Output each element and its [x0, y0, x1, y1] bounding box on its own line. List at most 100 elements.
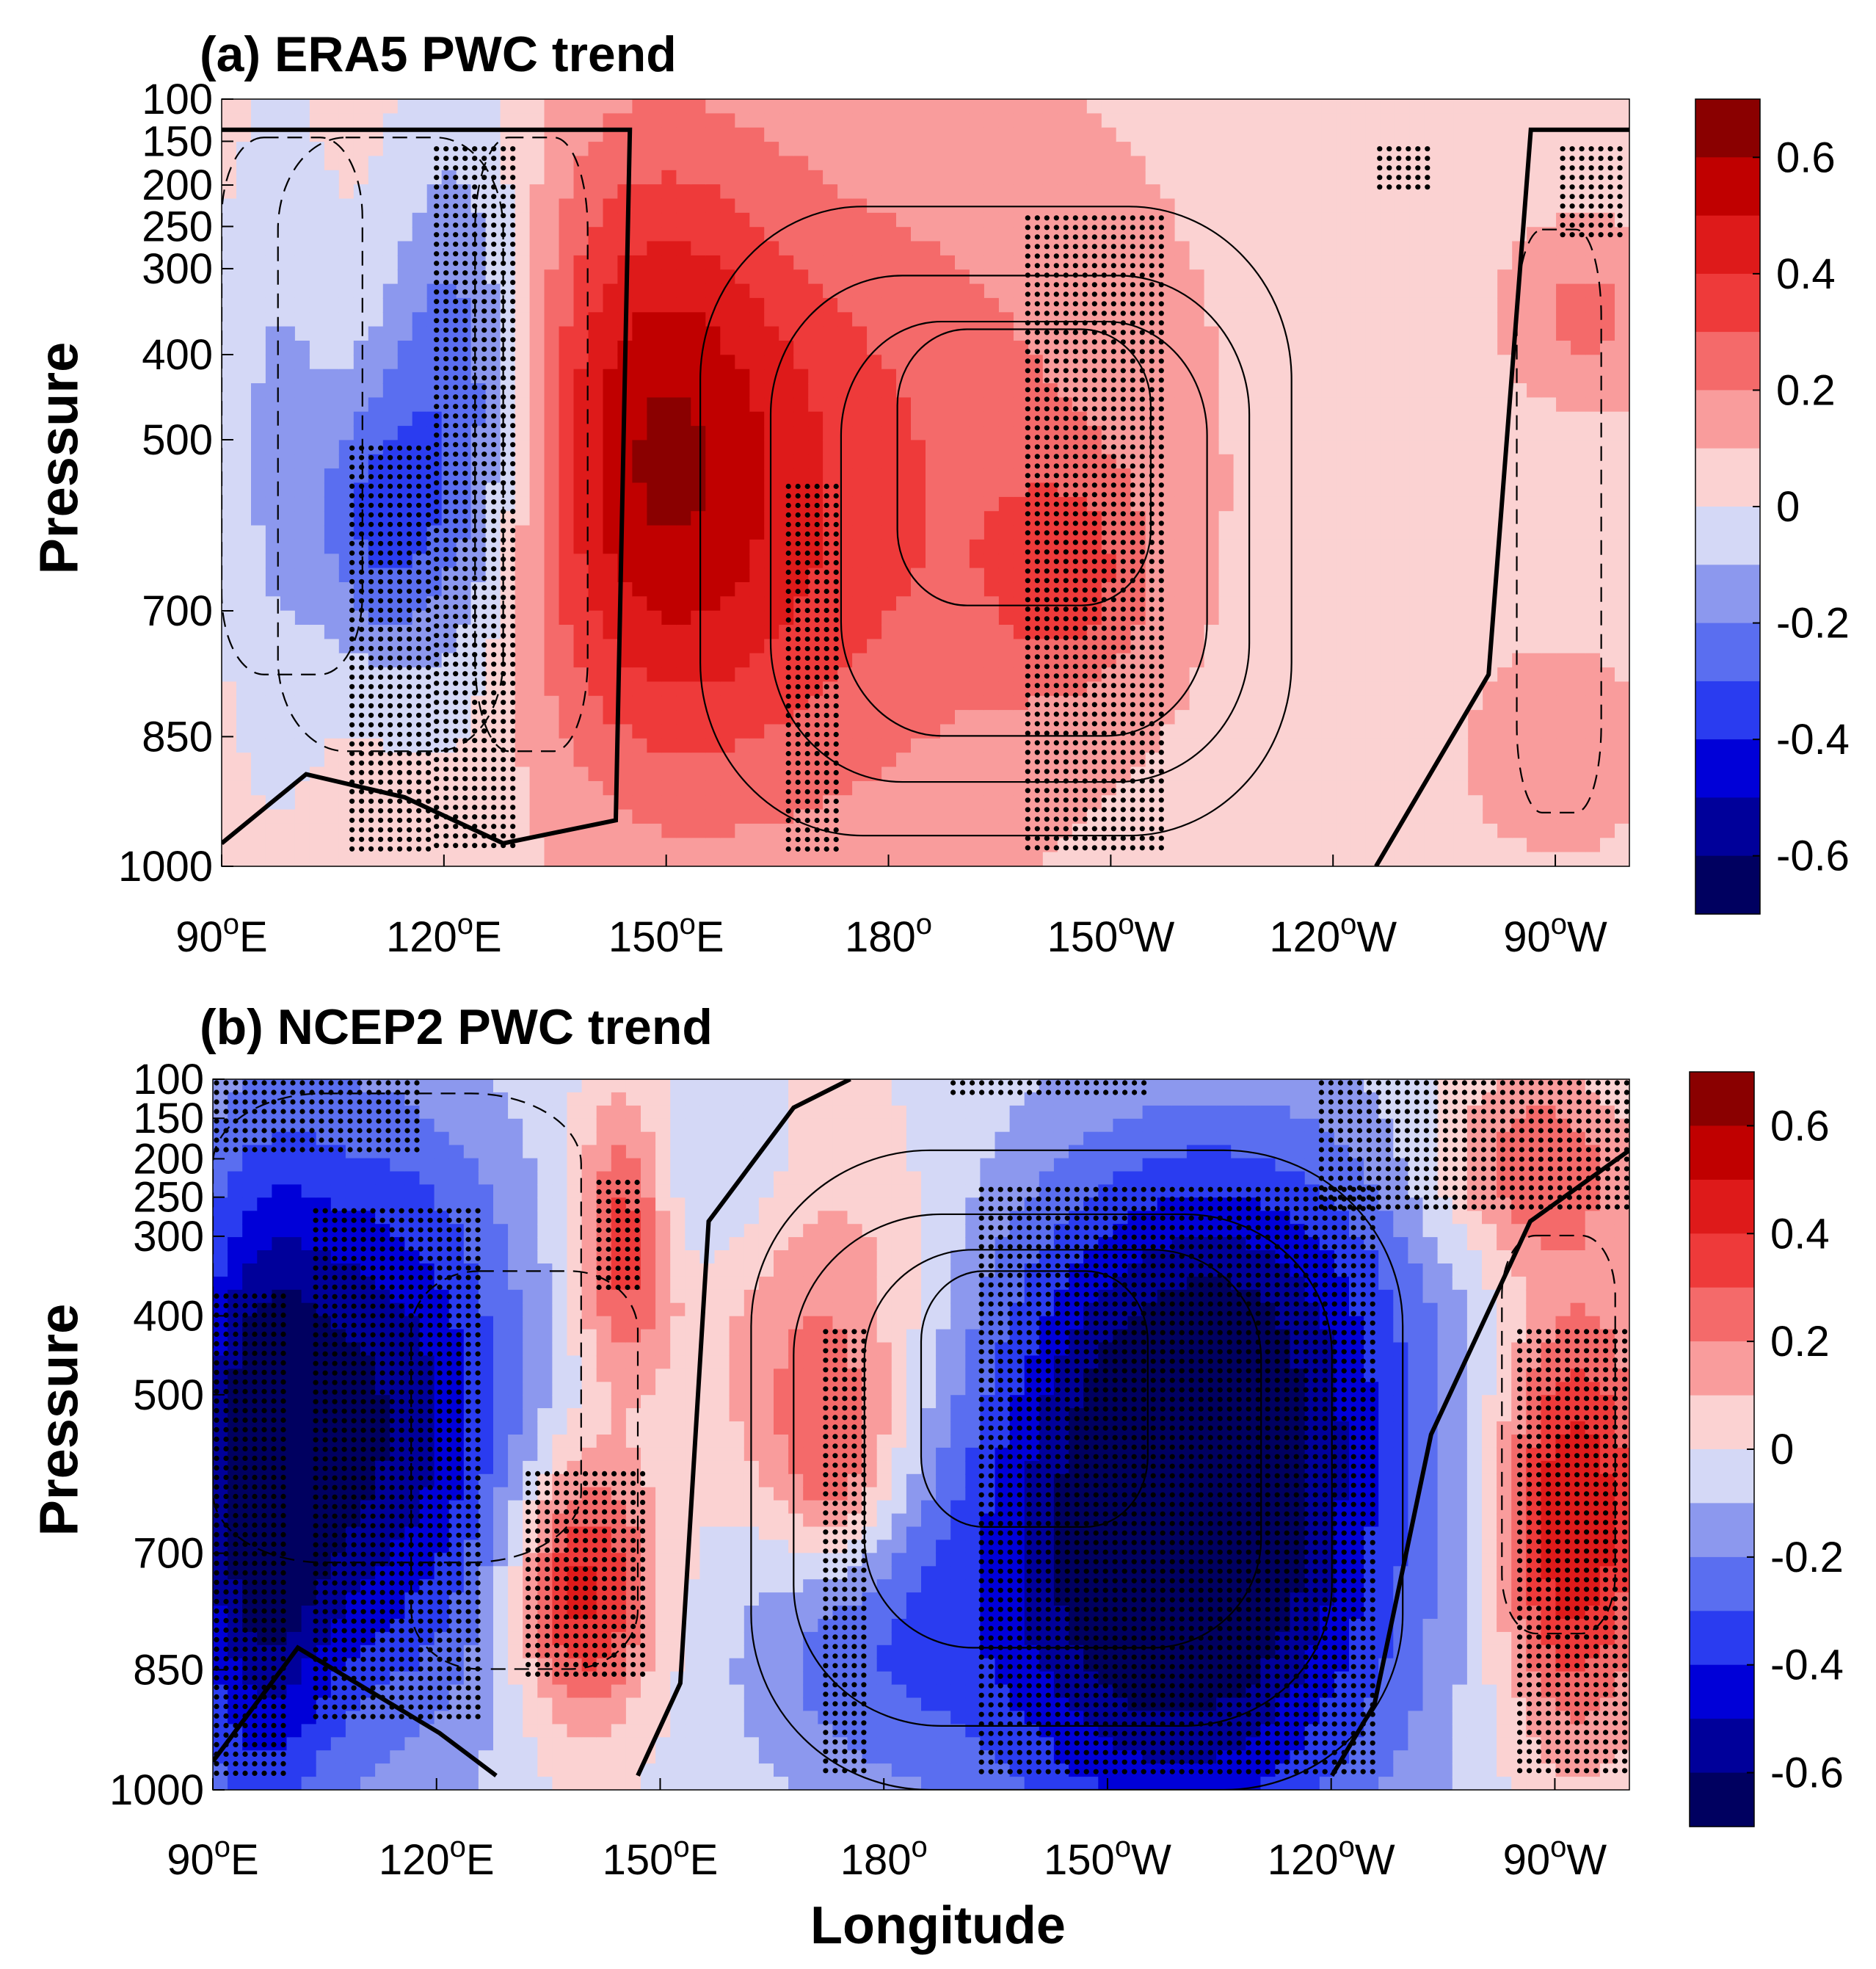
heatmap-cell	[1336, 355, 1352, 370]
heatmap-cell	[632, 127, 648, 142]
heatmap-cell	[896, 482, 912, 498]
heatmap-cell	[1468, 653, 1483, 668]
heatmap-cell	[1453, 113, 1469, 128]
heatmap-cell	[294, 554, 310, 569]
heatmap-cell	[779, 99, 794, 115]
heatmap-cell	[529, 113, 545, 128]
heatmap-cell	[1380, 554, 1396, 569]
heatmap-cell	[1248, 610, 1264, 625]
heatmap-cell	[441, 113, 457, 128]
heatmap-cell	[632, 596, 648, 612]
heatmap-cell	[280, 625, 296, 640]
heatmap-cell	[1336, 610, 1352, 625]
heatmap-cell	[661, 241, 677, 256]
heatmap-cell	[808, 269, 824, 285]
heatmap-cell	[1248, 312, 1264, 327]
heatmap-cell	[896, 596, 912, 612]
heatmap-cell	[515, 454, 531, 469]
heatmap-cell	[955, 468, 970, 484]
heatmap-cell	[764, 397, 779, 413]
heatmap-cell	[808, 142, 824, 157]
heatmap-cell	[1483, 241, 1498, 256]
heatmap-cell	[251, 269, 266, 285]
heatmap-cell	[1028, 142, 1044, 157]
heatmap-cell	[808, 255, 824, 271]
heatmap-cell	[1218, 113, 1235, 128]
heatmap-cell	[1409, 653, 1425, 668]
heatmap-cell	[397, 297, 413, 313]
heatmap-cell	[500, 809, 516, 824]
heatmap-cell	[1556, 99, 1571, 115]
heatmap-cell	[603, 753, 619, 768]
heatmap-cell	[441, 170, 457, 185]
heatmap-cell	[1424, 227, 1440, 242]
heatmap-cell	[1556, 823, 1571, 839]
heatmap-cell	[1453, 99, 1469, 115]
heatmap-cell	[749, 596, 766, 612]
heatmap-cell	[353, 482, 369, 498]
heatmap-cell	[1439, 511, 1455, 526]
heatmap-cell	[837, 554, 853, 569]
heatmap-cell	[1439, 610, 1455, 625]
heatmap-cell	[1424, 496, 1440, 512]
heatmap-cell	[1013, 383, 1029, 399]
heatmap-cell	[222, 397, 237, 413]
heatmap-cell	[1556, 241, 1571, 256]
heatmap-cell	[632, 341, 648, 356]
heatmap-cell	[1424, 667, 1440, 683]
heatmap-cell	[1409, 383, 1425, 399]
heatmap-cell	[1028, 852, 1044, 866]
heatmap-cell	[1527, 99, 1542, 115]
heatmap-cell	[969, 653, 985, 668]
heatmap-cell	[969, 312, 985, 327]
heatmap-cell	[779, 440, 794, 455]
heatmap-cell	[998, 269, 1014, 285]
heatmap-cell	[720, 369, 736, 384]
heatmap-cell	[1571, 411, 1586, 427]
heatmap-cell	[1541, 99, 1557, 115]
heatmap-cell	[265, 468, 281, 484]
heatmap-cell	[603, 554, 619, 569]
heatmap-cell	[808, 753, 824, 768]
heatmap-cell	[1292, 596, 1308, 612]
heatmap-cell	[441, 198, 457, 214]
heatmap-cell	[1395, 667, 1411, 683]
heatmap-cell	[544, 269, 560, 285]
heatmap-cell	[1321, 297, 1337, 313]
heatmap-cell	[1292, 539, 1308, 555]
heatmap-cell	[852, 99, 868, 115]
heatmap-cell	[1541, 596, 1557, 612]
heatmap-cell	[441, 227, 457, 242]
heatmap-cell	[1306, 695, 1323, 711]
heatmap-cell	[1306, 255, 1323, 271]
heatmap-cell	[1483, 297, 1498, 313]
heatmap-cell	[998, 582, 1014, 598]
heatmap-cell	[1189, 255, 1205, 271]
heatmap-cell	[294, 653, 310, 668]
heatmap-cell	[222, 212, 237, 228]
heatmap-cell	[808, 511, 824, 526]
heatmap-cell	[1541, 170, 1557, 185]
heatmap-cell	[1189, 241, 1205, 256]
heatmap-cell	[676, 312, 692, 327]
heatmap-cell	[926, 170, 941, 185]
heatmap-cell	[368, 255, 384, 271]
heatmap-cell	[1174, 710, 1190, 725]
heatmap-cell	[852, 397, 868, 413]
heatmap-cell	[251, 667, 266, 683]
heatmap-cell	[1527, 653, 1542, 668]
heatmap-cell	[896, 227, 912, 242]
heatmap-cell	[368, 113, 384, 128]
heatmap-cell	[896, 639, 912, 654]
heatmap-cell	[837, 269, 853, 285]
heatmap-cell	[1483, 170, 1498, 185]
heatmap-cell	[280, 482, 296, 498]
heatmap-cell	[382, 212, 399, 228]
heatmap-cell	[1057, 568, 1073, 583]
heatmap-cell	[309, 625, 325, 640]
heatmap-cell	[1571, 113, 1586, 128]
heatmap-cell	[353, 227, 369, 242]
heatmap-cell	[1483, 113, 1498, 128]
heatmap-cell	[661, 269, 677, 285]
heatmap-cell	[236, 780, 252, 797]
